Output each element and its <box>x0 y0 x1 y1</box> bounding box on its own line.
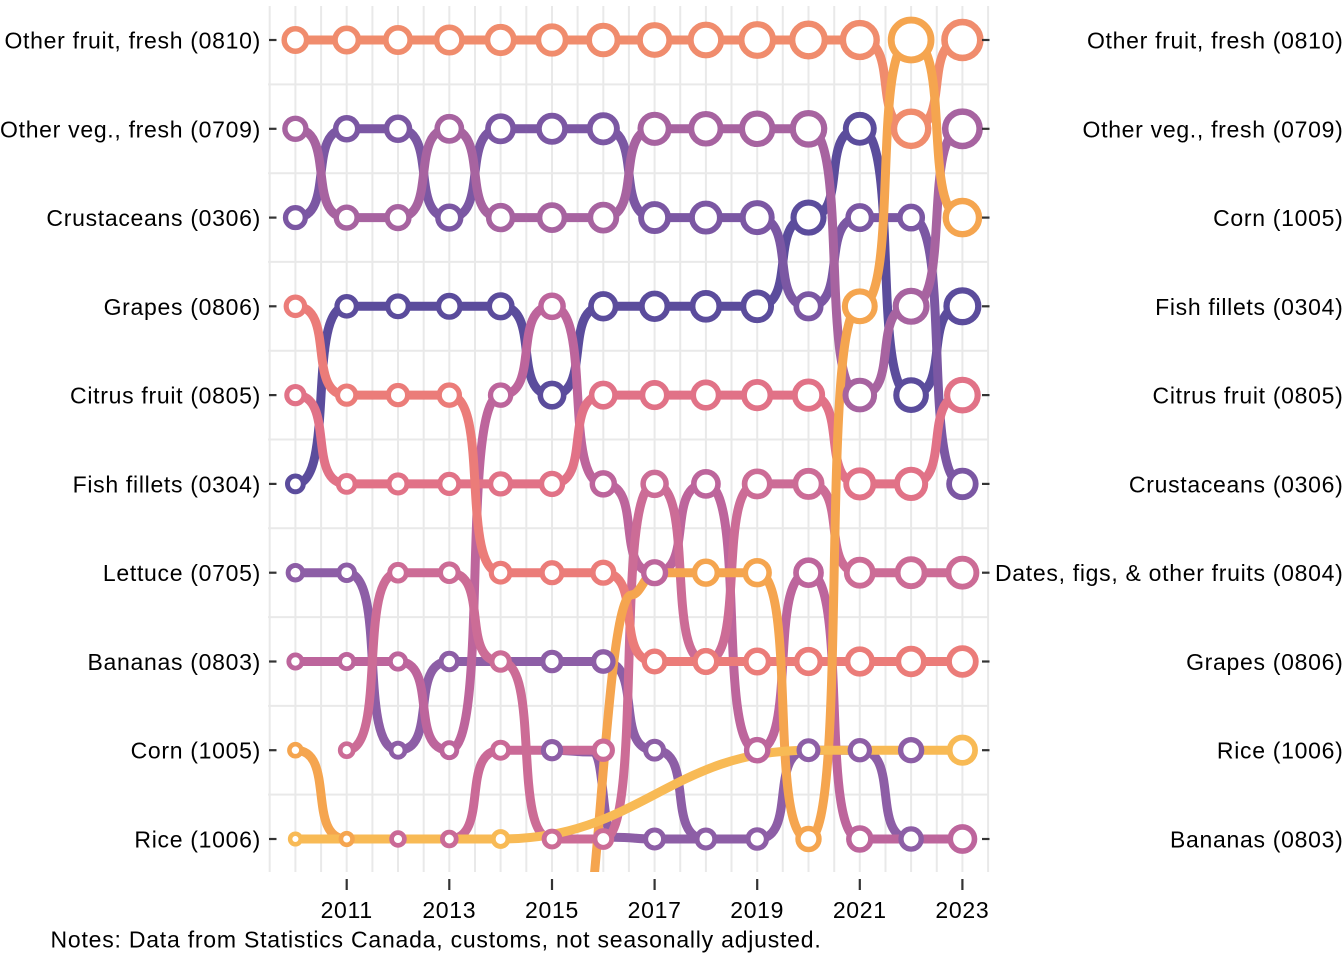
svg-text:Crustaceans (0306): Crustaceans (0306) <box>1129 471 1344 497</box>
svg-text:Other fruit, fresh (0810): Other fruit, fresh (0810) <box>4 28 261 54</box>
svg-text:Bananas (0803): Bananas (0803) <box>88 649 261 675</box>
svg-text:Fish fillets (0304): Fish fillets (0304) <box>1155 294 1343 320</box>
svg-text:Rice (1006): Rice (1006) <box>134 827 261 853</box>
svg-text:2011: 2011 <box>321 897 373 923</box>
svg-text:2023: 2023 <box>935 897 989 923</box>
svg-text:Rice (1006): Rice (1006) <box>1217 738 1344 764</box>
svg-text:Other fruit, fresh (0810): Other fruit, fresh (0810) <box>1087 28 1344 54</box>
svg-text:2017: 2017 <box>628 897 682 923</box>
svg-text:2021: 2021 <box>833 897 887 923</box>
svg-text:Grapes (0806): Grapes (0806) <box>1186 649 1343 675</box>
svg-text:Other veg., fresh (0709): Other veg., fresh (0709) <box>1083 116 1344 142</box>
svg-text:Other veg., fresh (0709): Other veg., fresh (0709) <box>0 116 261 142</box>
svg-text:Bananas (0803): Bananas (0803) <box>1170 827 1343 853</box>
svg-text:Dates, figs, & other fruits (0: Dates, figs, & other fruits (0804) <box>995 560 1344 586</box>
svg-text:Citrus fruit (0805): Citrus fruit (0805) <box>70 383 261 409</box>
svg-text:Grapes (0806): Grapes (0806) <box>104 294 261 320</box>
svg-text:Citrus fruit (0805): Citrus fruit (0805) <box>1153 383 1344 409</box>
svg-text:Corn (1005): Corn (1005) <box>1213 205 1343 231</box>
svg-text:2019: 2019 <box>730 897 784 923</box>
svg-text:Notes: Data from Statistics Ca: Notes: Data from Statistics Canada, cust… <box>51 927 822 953</box>
svg-text:Fish fillets (0304): Fish fillets (0304) <box>73 471 261 497</box>
svg-text:Crustaceans (0306): Crustaceans (0306) <box>46 205 261 231</box>
svg-text:2015: 2015 <box>525 897 579 923</box>
svg-text:Lettuce (0705): Lettuce (0705) <box>103 560 261 586</box>
svg-text:2013: 2013 <box>422 897 476 923</box>
svg-text:Corn (1005): Corn (1005) <box>131 738 261 764</box>
